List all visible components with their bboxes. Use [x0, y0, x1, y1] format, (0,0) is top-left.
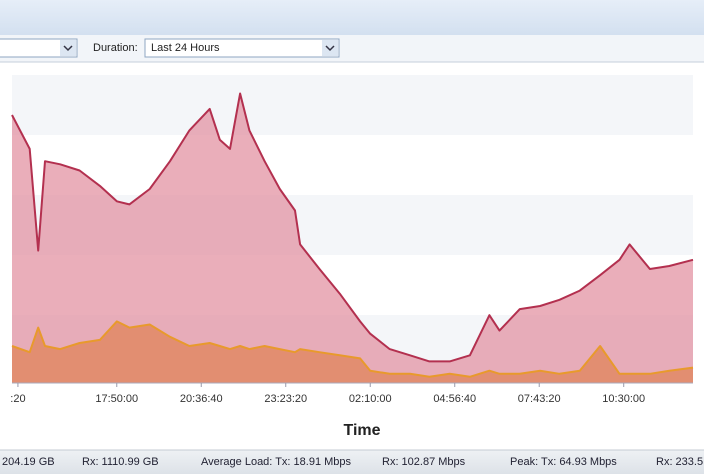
average-rx: Rx: 102.87 Mbps	[382, 456, 466, 468]
duration-select-button[interactable]	[322, 40, 338, 56]
x-tick-label: :20	[10, 393, 25, 405]
status-bar	[0, 450, 704, 474]
left-select-button[interactable]	[60, 40, 76, 56]
duration-value: Last 24 Hours	[151, 42, 220, 54]
total-tx: 204.19 GB	[2, 456, 55, 468]
x-tick-label: 10:30:00	[602, 393, 645, 405]
chevron	[325, 45, 335, 52]
toolbar	[0, 35, 704, 62]
series-line	[11, 92, 694, 363]
series-area	[12, 321, 693, 383]
peak-tx: Peak: Tx: 64.93 Mbps	[510, 456, 617, 468]
plot-band	[12, 75, 693, 135]
series-area	[12, 93, 693, 383]
peak-rx: Rx: 233.5	[656, 456, 703, 468]
total-rx: Rx: 1110.99 GB	[82, 456, 159, 468]
x-axis-title: Time	[343, 422, 380, 439]
duration-label: Duration:	[93, 42, 138, 54]
series-line	[11, 320, 694, 378]
duration-select[interactable]	[144, 38, 340, 58]
x-tick-label: 02:10:00	[349, 393, 392, 405]
x-tick-label: 23:23:20	[264, 393, 307, 405]
header-bar	[0, 0, 704, 35]
left-select[interactable]	[0, 38, 78, 58]
x-tick-label: 20:36:40	[180, 393, 223, 405]
x-tick-label: 17:50:00	[95, 393, 138, 405]
average-tx: Average Load: Tx: 18.91 Mbps	[201, 456, 352, 468]
x-tick-label: 07:43:20	[518, 393, 561, 405]
chevron	[63, 45, 73, 52]
x-tick-label: 04:56:40	[433, 393, 476, 405]
plot	[11, 92, 694, 383]
